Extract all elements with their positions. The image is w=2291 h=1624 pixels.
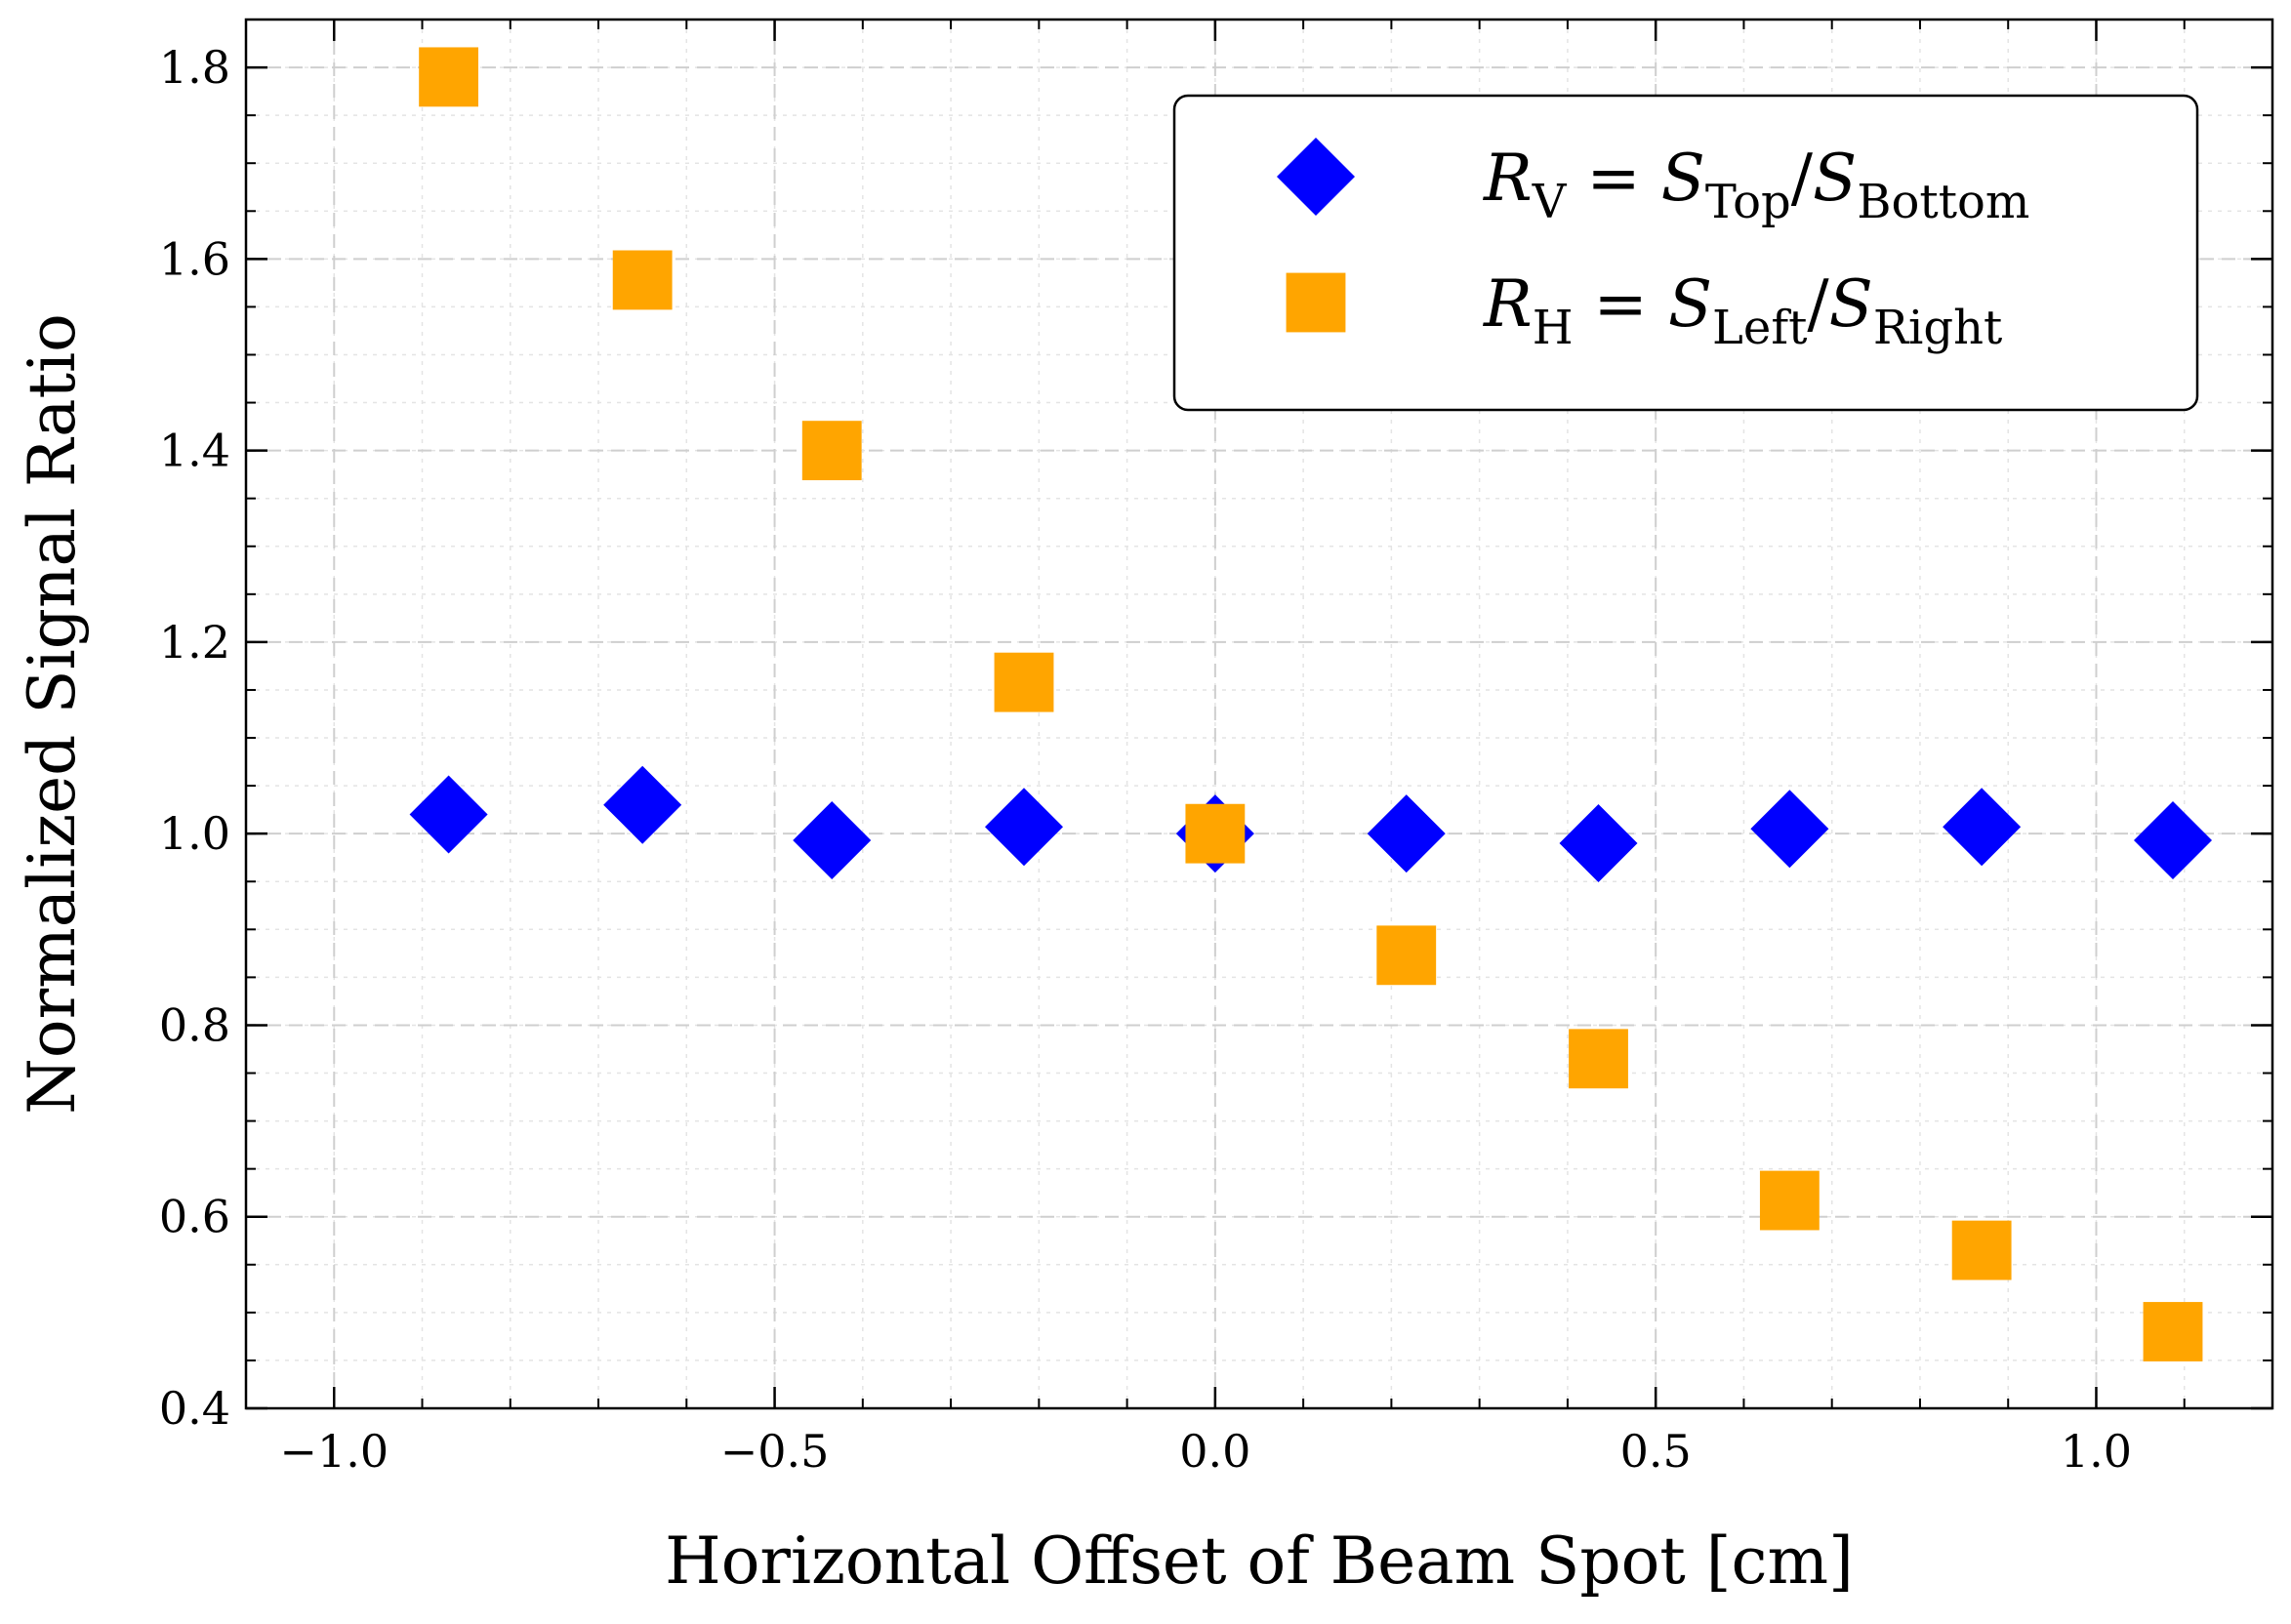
rv-diamond-point xyxy=(2134,801,2213,880)
rh-square-point xyxy=(1185,803,1246,864)
legend-label: RH = SLeft/SRight xyxy=(1483,266,2002,355)
rh-square-point xyxy=(1951,1220,2012,1280)
rh-square-point xyxy=(801,421,862,481)
y-tick-label: 1.0 xyxy=(159,807,230,860)
rv-diamond-point xyxy=(1943,788,2022,867)
y-tick-label: 1.8 xyxy=(159,41,230,94)
y-tick-label: 0.4 xyxy=(159,1382,230,1435)
y-tick-label: 1.2 xyxy=(159,616,230,669)
rh-square-point xyxy=(1569,1029,1628,1089)
rh-square-point xyxy=(419,47,479,107)
rv-diamond-point xyxy=(1367,794,1446,873)
rv-diamond-point xyxy=(1750,790,1829,869)
legend-box xyxy=(1172,94,2199,412)
rv-diamond-point xyxy=(1559,803,1638,882)
rh-square-point xyxy=(612,250,673,310)
x-axis-title: Horizontal Offset of Beam Spot [cm] xyxy=(665,1523,1854,1599)
x-tick-label: −1.0 xyxy=(279,1425,389,1478)
data-points xyxy=(409,47,2213,1361)
rv-diamond-point xyxy=(409,775,488,854)
y-tick-label: 1.6 xyxy=(159,232,230,285)
rv-diamond-point xyxy=(793,801,872,880)
legend-entry: RH = SLeft/SRight xyxy=(1286,266,2002,355)
legend-square-icon xyxy=(1286,272,1346,333)
rv-diamond-point xyxy=(603,765,682,844)
legend: RV = STop/SBottom RH = SLeft/SRight xyxy=(1172,94,2199,412)
series-rh xyxy=(419,47,2203,1361)
rh-square-point xyxy=(2143,1302,2203,1361)
x-tick-label: 0.5 xyxy=(1620,1425,1692,1478)
rh-square-point xyxy=(1376,925,1437,986)
y-axis-title: Normalized Signal Ratio xyxy=(15,313,90,1115)
x-tick-label: −0.5 xyxy=(720,1425,830,1478)
legend-label: RV = STop/SBottom xyxy=(1483,141,2029,229)
legend-diamond-icon xyxy=(1277,138,1355,216)
x-tick-label: 1.0 xyxy=(2061,1425,2132,1478)
y-tick-label: 0.8 xyxy=(159,998,230,1051)
y-tick-label: 0.6 xyxy=(159,1191,230,1243)
rh-square-point xyxy=(994,652,1054,712)
rh-square-point xyxy=(1759,1170,1820,1231)
x-tick-label: 0.0 xyxy=(1179,1425,1250,1478)
rv-diamond-point xyxy=(985,788,1064,867)
series-rv xyxy=(409,765,2213,882)
y-tick-label: 1.4 xyxy=(159,425,230,477)
tick-labels: −1.0 −0.5 0.0 0.5 1.0 0.4 0.6 0.8 1.0 1.2 1.4 1.6 1.… xyxy=(159,41,2132,1478)
legend-entry: RV = STop/SBottom xyxy=(1277,138,2029,229)
plot-frame xyxy=(244,18,2274,1410)
